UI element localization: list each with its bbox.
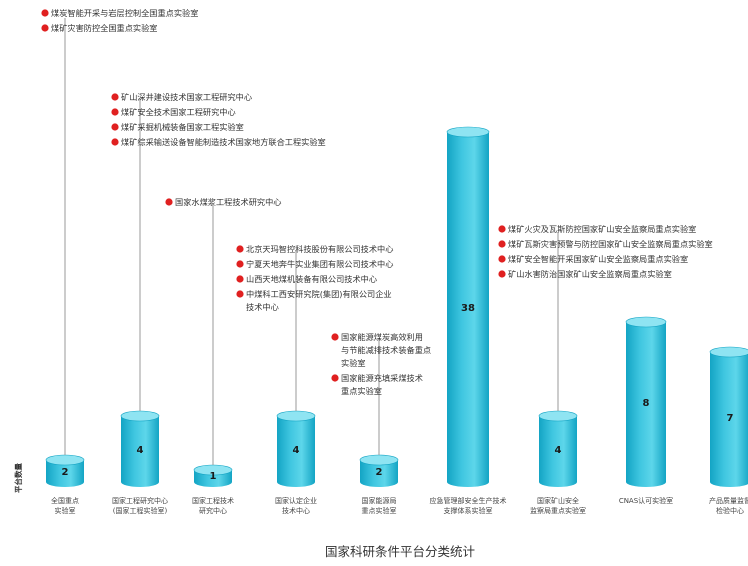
bar-top-6 <box>538 410 578 422</box>
annotation-text-4: 国家能源充填采煤技术 <box>341 373 423 383</box>
bar-top-5 <box>446 126 490 138</box>
bullet-icon <box>41 24 49 32</box>
bar-8 <box>710 352 748 487</box>
bullet-icon <box>498 240 506 248</box>
bullet-icon <box>331 333 339 341</box>
category-label-0: 实验室 <box>55 506 76 515</box>
value-label-6: 4 <box>555 445 562 456</box>
bar-7 <box>626 322 666 487</box>
y-axis-label: 平台数量 <box>13 463 23 493</box>
annotation-text-6: 煤矿瓦斯灾害预警与防控国家矿山安全监察局重点实验室 <box>508 239 713 249</box>
value-label-0: 2 <box>62 467 69 478</box>
bullet-icon <box>498 225 506 233</box>
bar-top-4 <box>359 454 399 466</box>
category-label-6: 监察局重点实验室 <box>530 506 586 515</box>
chart-title: 国家科研条件平台分类统计 <box>325 544 475 559</box>
annotation-text-1: 煤矿综采输送设备智能制造技术国家地方联合工程实验室 <box>121 137 326 147</box>
category-label-5: 应急管理部安全生产技术 <box>430 496 507 505</box>
annotation-text-0: 煤炭智能开采与岩层控制全国重点实验室 <box>51 8 198 18</box>
category-label-6: 国家矿山安全 <box>537 496 579 505</box>
category-label-1: (国家工程实验室) <box>113 506 168 515</box>
annotation-text-4: 国家能源煤炭高效利用 <box>341 332 423 342</box>
bar-5 <box>447 132 489 487</box>
bar-1 <box>121 416 159 487</box>
annotation-text-1: 矿山深井建设技术国家工程研究中心 <box>121 92 252 102</box>
bullet-icon <box>111 138 119 146</box>
bullet-icon <box>41 9 49 17</box>
bullet-icon <box>236 245 244 253</box>
annotation-text-3: 山西天地煤机装备有限公司技术中心 <box>246 274 377 284</box>
annotation-text-1: 煤矿安全技术国家工程研究中心 <box>121 107 236 117</box>
bar-top-8 <box>709 346 748 358</box>
annotation-text-4: 与节能减排技术装备重点 <box>341 345 431 355</box>
annotation-text-3: 技术中心 <box>246 302 279 312</box>
value-label-5: 38 <box>461 303 475 314</box>
bar-top-3 <box>276 410 316 422</box>
annotation-text-3: 中煤科工西安研究院(集团)有限公司企业 <box>246 289 392 299</box>
annotation-text-4: 实验室 <box>341 358 366 368</box>
bar-top-1 <box>120 410 160 422</box>
bullet-icon <box>111 123 119 131</box>
bullet-icon <box>498 270 506 278</box>
annotation-text-2: 国家水煤浆工程技术研究中心 <box>175 197 281 207</box>
value-label-3: 4 <box>293 445 300 456</box>
category-label-2: 研究中心 <box>199 506 227 515</box>
bullet-icon <box>331 374 339 382</box>
bullet-icon <box>498 255 506 263</box>
category-label-2: 国家工程技术 <box>192 496 234 505</box>
category-label-4: 国家能源局 <box>362 496 397 505</box>
annotation-text-3: 宁夏天地奔牛实业集团有限公司技术中心 <box>246 259 393 269</box>
category-label-1: 国家工程研究中心 <box>112 496 168 505</box>
category-label-4: 重点实验室 <box>362 506 397 515</box>
bullet-icon <box>165 198 173 206</box>
value-label-1: 4 <box>137 445 144 456</box>
annotation-text-6: 煤矿火灾及瓦斯防控国家矿山安全监察局重点实验室 <box>508 224 696 234</box>
bar-3 <box>277 416 315 487</box>
annotation-text-6: 矿山水害防治国家矿山安全监察局重点实验室 <box>508 269 672 279</box>
annotation-text-6: 煤矿安全智能开采国家矿山安全监察局重点实验室 <box>508 254 688 264</box>
annotation-text-4: 重点实验室 <box>341 386 382 396</box>
category-label-0: 全国重点 <box>51 496 79 505</box>
bar-4 <box>360 460 398 487</box>
value-label-7: 8 <box>643 398 650 409</box>
category-label-3: 国家认定企业 <box>275 496 317 505</box>
bullet-icon <box>111 108 119 116</box>
value-label-2: 1 <box>210 471 217 482</box>
value-label-8: 7 <box>727 413 734 424</box>
annotation-text-3: 北京天玛智控科技股份有限公司技术中心 <box>246 244 393 254</box>
bar-top-7 <box>625 316 667 328</box>
bar-0 <box>46 460 84 487</box>
bullet-icon <box>111 93 119 101</box>
bullet-icon <box>236 275 244 283</box>
category-label-8: 检验中心 <box>716 506 744 515</box>
bullet-icon <box>236 260 244 268</box>
category-label-8: 产品质量监督 <box>709 496 748 505</box>
category-label-3: 技术中心 <box>282 506 310 515</box>
bar-6 <box>539 416 577 487</box>
annotation-text-1: 煤矿采掘机械装备国家工程实验室 <box>121 122 244 132</box>
value-label-4: 2 <box>376 467 383 478</box>
bullet-icon <box>236 290 244 298</box>
bar-top-0 <box>45 454 85 466</box>
annotation-text-0: 煤矿灾害防控全国重点实验室 <box>51 23 157 33</box>
category-label-5: 支撑体系实验室 <box>444 506 493 515</box>
category-label-7: CNAS认可实验室 <box>619 496 673 505</box>
